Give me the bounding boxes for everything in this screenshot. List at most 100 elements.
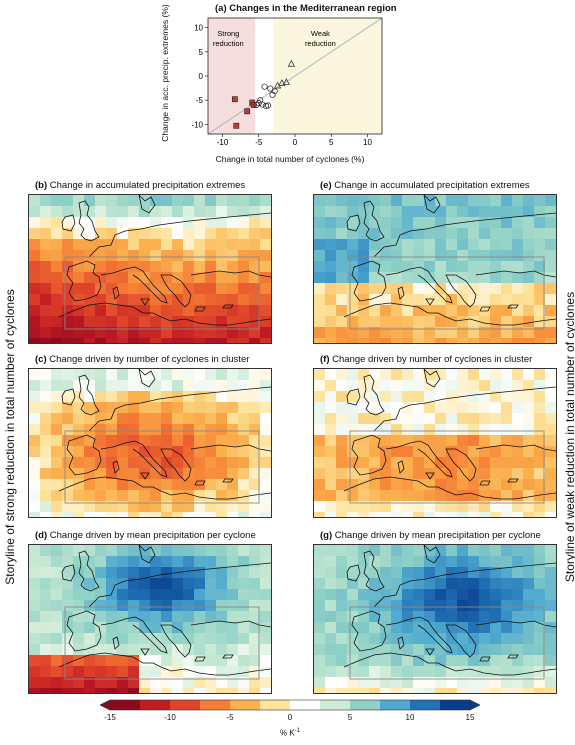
field-cell [161,501,173,513]
field-cell [205,545,217,557]
field-cell [380,402,392,414]
field-cell [194,512,206,517]
field-cell [95,413,107,425]
field-cell [391,305,403,317]
field-cell [457,446,469,458]
field-cell [457,556,469,568]
field-cell [40,294,52,306]
field-cell [194,688,206,693]
field-cell [391,446,403,458]
field-cell [73,501,85,513]
field-cell [490,666,502,678]
field-cell [534,567,546,579]
field-cell [457,688,469,693]
coastline [385,616,453,654]
field-cell [249,567,261,579]
field-cell [29,250,41,262]
field-cell [249,283,261,295]
field-cell [227,446,239,458]
field-cell [139,468,151,480]
field-cell [51,239,63,251]
field-cell [501,195,513,207]
field-cell [468,338,480,343]
field-cell [238,327,250,339]
field-cell [139,316,151,328]
field-cell [73,228,85,240]
field-cell [117,611,129,623]
field-cell [380,468,392,480]
field-cell [249,195,261,207]
field-cell [534,413,546,425]
field-cell [84,512,96,517]
field-cell [227,239,239,251]
field-cell [150,512,162,517]
field-cell [424,567,436,579]
field-cell [424,655,436,667]
field-cell [402,413,414,425]
field-cell [172,272,184,284]
field-cell [106,239,118,251]
field-cell [424,435,436,447]
field-cell [183,239,195,251]
field-cell [205,490,217,502]
field-cell [413,611,425,623]
field-cell [139,567,151,579]
field-cell [95,294,107,306]
field-cell [380,228,392,240]
coastline [397,636,405,650]
field-cell [501,261,513,273]
field-cell [62,600,74,612]
field-cell [227,305,239,317]
field-cell [161,338,173,343]
field-cell [435,305,447,317]
field-cell [106,578,118,590]
field-cell [446,677,458,689]
field-cell [95,644,107,656]
field-cell [380,250,392,262]
field-cell [380,338,392,343]
field-cell [512,250,524,262]
field-cell [501,380,513,392]
field-cell [424,633,436,645]
field-cell [73,490,85,502]
field-cell [40,369,52,381]
field-cell [150,380,162,392]
field-cell [468,666,480,678]
field-cell [534,261,546,273]
field-cell [40,600,52,612]
field-cell [51,567,63,579]
field-cell [347,468,359,480]
field-cell [51,283,63,295]
field-cell [490,283,502,295]
field-cell [95,622,107,634]
field-cell [347,446,359,458]
field-cell [139,501,151,513]
field-cell [523,380,535,392]
field-cell [128,327,140,339]
field-cell [336,567,348,579]
field-cell [446,556,458,568]
field-cell [194,666,206,678]
field-cell [117,217,129,229]
field-cell [150,468,162,480]
field-cell [29,261,41,273]
field-cell [391,468,403,480]
field-cell [95,468,107,480]
field-cell [117,369,129,381]
field-cell [249,424,261,436]
field-cell [51,688,63,693]
field-cell [468,327,480,339]
field-cell [369,479,381,491]
field-cell [183,622,195,634]
field-cell [40,479,52,491]
field-cell [84,457,96,469]
field-cell [161,611,173,623]
field-cell [128,446,140,458]
field-cell [501,424,513,436]
field-cell [183,501,195,513]
field-cell [446,633,458,645]
coastline [140,472,150,480]
field-cell [402,446,414,458]
field-cell [249,413,261,425]
field-cell [205,655,217,667]
